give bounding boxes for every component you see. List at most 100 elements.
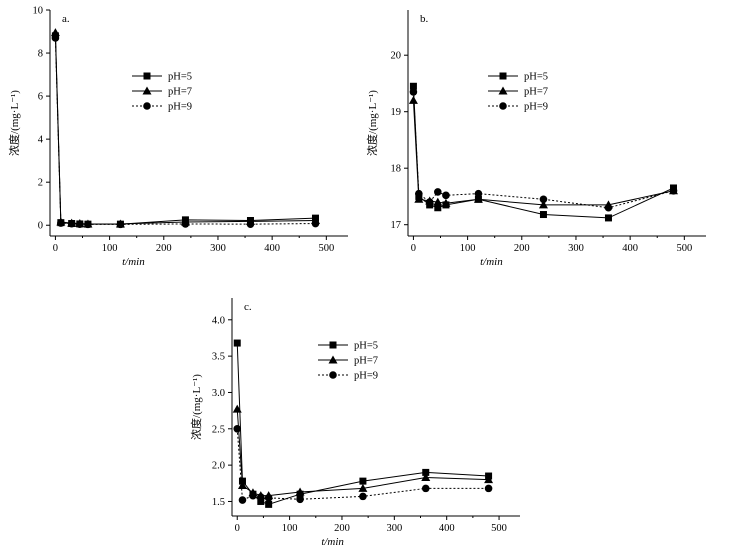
y-tick-label: 0 <box>38 221 43 232</box>
data-point <box>233 339 241 347</box>
x-tick-label: 200 <box>334 523 350 534</box>
data-point <box>539 211 547 219</box>
data-point <box>57 219 65 227</box>
series-line <box>54 35 316 225</box>
series-triangle <box>408 95 678 209</box>
y-tick-label: 3.5 <box>212 352 225 363</box>
legend-marker <box>499 102 507 110</box>
legend-label: pH=7 <box>168 87 192 98</box>
data-point <box>434 188 442 196</box>
data-point <box>67 219 76 228</box>
y-tick-label: 8 <box>38 49 43 60</box>
series-triangle <box>50 28 320 228</box>
legend-label: pH=5 <box>354 341 378 352</box>
data-point <box>422 468 430 476</box>
data-point <box>265 500 273 508</box>
x-tick-label: 500 <box>318 243 334 254</box>
y-axis-title: 浓度/(mg·L⁻¹) <box>189 374 203 440</box>
data-point <box>538 200 548 209</box>
x-tick-label: 500 <box>676 243 692 254</box>
data-point <box>296 495 304 504</box>
chart-panel-a: 0 100 200 300 400 500 0 2 4 6 8 10 t/min 浓度/(mg·L⁻¹) a… <box>7 6 348 268</box>
data-point <box>233 425 242 433</box>
legend-marker <box>498 86 508 95</box>
x-axis-title: t/min <box>122 256 145 268</box>
series-square <box>51 32 319 228</box>
x-tick-label: 200 <box>156 243 172 254</box>
data-point <box>51 34 60 42</box>
y-tick-label: 19 <box>391 107 402 118</box>
data-point <box>295 487 305 496</box>
data-point <box>441 198 451 207</box>
series-line <box>54 37 316 225</box>
y-tick-label: 4.0 <box>212 315 225 326</box>
data-point <box>246 220 255 228</box>
data-point <box>84 220 92 229</box>
data-point <box>415 189 423 198</box>
x-tick-label: 400 <box>264 243 280 254</box>
legend-label: pH=9 <box>524 102 548 113</box>
data-point <box>484 475 494 484</box>
x-axis-title: t/min <box>321 536 344 548</box>
data-point <box>359 477 367 485</box>
data-point <box>484 484 493 493</box>
legend: pH=5 pH=7 pH=9 <box>318 341 378 382</box>
data-point <box>433 197 443 206</box>
panel-label: b. <box>420 13 429 25</box>
y-axis-title: 浓度/(mg·L⁻¹) <box>7 90 21 156</box>
series-triangle <box>232 404 494 500</box>
data-point <box>408 95 418 104</box>
series-line <box>54 32 316 225</box>
y-tick-label: 17 <box>391 220 402 231</box>
panel-label: c. <box>244 301 252 313</box>
y-tick-label: 10 <box>33 6 44 17</box>
data-point <box>232 404 242 413</box>
legend-label: pH=7 <box>524 87 548 98</box>
x-tick-label: 0 <box>235 523 240 534</box>
series-line <box>412 100 674 206</box>
legend-marker <box>329 371 337 379</box>
data-point <box>409 82 417 90</box>
data-point <box>539 195 548 204</box>
legend-marker <box>328 355 338 364</box>
series-circle <box>233 425 493 504</box>
chart-panel-b: 0 100 200 300 400 500 17 18 19 20 t/min 浓度/(mg·L⁻¹)… <box>365 10 706 268</box>
x-tick-label: 100 <box>460 243 476 254</box>
data-point <box>414 194 424 203</box>
data-point <box>434 204 442 212</box>
legend-label: pH=9 <box>168 102 192 113</box>
y-axis-title: 浓度/(mg·L⁻¹) <box>365 90 379 156</box>
data-point <box>474 189 483 198</box>
data-point <box>50 28 60 37</box>
x-tick-label: 300 <box>568 243 584 254</box>
x-tick-label: 300 <box>386 523 402 534</box>
legend-marker <box>143 102 151 110</box>
legend: pH=5 pH=7 pH=9 <box>132 72 192 113</box>
legend-label: pH=9 <box>354 371 378 382</box>
data-point <box>249 491 257 500</box>
data-point <box>358 483 368 492</box>
data-point <box>238 496 247 504</box>
data-point <box>421 484 430 493</box>
x-tick-label: 100 <box>282 523 298 534</box>
data-point <box>76 220 84 228</box>
legend-label: pH=5 <box>168 72 192 83</box>
series-circle <box>51 34 320 229</box>
data-point <box>604 203 613 212</box>
x-tick-label: 400 <box>439 523 455 534</box>
y-tick-label: 3.0 <box>212 388 225 399</box>
data-point <box>181 220 190 228</box>
x-axis-title: t/min <box>480 256 503 268</box>
legend-label: pH=5 <box>524 72 548 83</box>
data-point <box>442 191 450 200</box>
y-tick-label: 4 <box>38 135 44 146</box>
series-circle <box>409 88 678 212</box>
data-point <box>311 219 320 228</box>
legend-marker <box>143 72 151 80</box>
x-tick-label: 0 <box>53 243 58 254</box>
data-point <box>359 492 367 501</box>
data-point <box>669 187 678 195</box>
legend: pH=5 pH=7 pH=9 <box>488 72 548 113</box>
panel-label: a. <box>62 13 70 25</box>
